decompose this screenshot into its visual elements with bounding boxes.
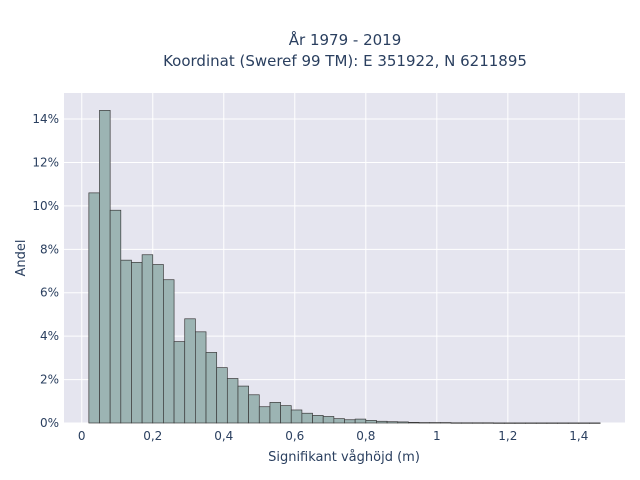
histogram-bar (248, 394, 260, 424)
histogram-bar (503, 422, 516, 424)
histogram-bar (205, 352, 218, 424)
y-tick-label: 12% (32, 155, 59, 169)
y-tick-label: 6% (40, 286, 59, 300)
histogram-bar (163, 279, 175, 424)
histogram-bar (322, 416, 335, 424)
histogram-bar (546, 422, 558, 424)
histogram-bar (408, 421, 420, 424)
y-axis-title: Andel (14, 240, 29, 277)
histogram-bar (344, 419, 356, 424)
histogram-bar (365, 420, 377, 424)
histogram-bar (397, 421, 409, 424)
x-axis-title: Signifikant våghöjd (m) (268, 450, 420, 465)
x-axis-ticks: 0 0,2 0,4 0,6 0,8 1 1,2 1,4 (78, 429, 588, 443)
histogram-bar (312, 415, 324, 424)
histogram-bar (471, 422, 484, 424)
histogram-bar (301, 412, 313, 424)
histogram-bar (589, 422, 601, 424)
x-tick-label: 0 (78, 429, 86, 443)
x-tick-label: 1 (433, 429, 441, 443)
y-axis-ticks: 0% 2% 4% 6% 8% 10% 12% 14% (32, 112, 59, 430)
chart-title: År 1979 - 2019 (289, 30, 402, 49)
y-tick-label: 8% (40, 242, 59, 256)
y-tick-label: 2% (40, 373, 59, 387)
histogram-bar (333, 418, 345, 424)
histogram-bar (88, 192, 100, 424)
histogram-bar (535, 422, 548, 424)
x-tick-label: 1,2 (498, 429, 517, 443)
histogram-bar (354, 418, 367, 424)
x-tick-label: 0,4 (214, 429, 233, 443)
histogram-bar (482, 422, 494, 424)
histogram-bar (99, 110, 111, 424)
y-tick-label: 14% (32, 112, 59, 126)
histogram-bar (450, 422, 463, 424)
histogram-bar (493, 422, 505, 424)
y-tick-label: 10% (32, 199, 59, 213)
x-tick-label: 0,8 (356, 429, 375, 443)
histogram-bar (141, 254, 154, 424)
histogram-bar (557, 422, 569, 424)
x-tick-label: 0,2 (143, 429, 162, 443)
histogram-bar (461, 422, 473, 424)
histogram-bar (216, 367, 228, 424)
histogram-bar (258, 406, 271, 424)
histogram-bar (195, 331, 207, 424)
histogram-bar (514, 422, 526, 424)
histogram-bar (269, 402, 281, 424)
histogram-bar (152, 264, 164, 424)
histogram-bar (226, 378, 239, 424)
histogram-bar (280, 405, 292, 424)
x-tick-label: 1,4 (569, 429, 588, 443)
chart-subtitle: Koordinat (Sweref 99 TM): E 351922, N 62… (163, 52, 527, 70)
histogram-bar (429, 422, 441, 424)
y-tick-label: 4% (40, 329, 59, 343)
histogram-bar (376, 420, 388, 424)
histogram-bar (109, 209, 122, 424)
y-tick-label: 0% (40, 416, 59, 430)
histogram-bar (525, 422, 537, 424)
histogram-bar (131, 261, 143, 424)
histogram-bar (578, 422, 590, 424)
histogram-bar (418, 422, 431, 424)
histogram-bar (237, 385, 249, 424)
histogram-bar (173, 341, 186, 424)
bars (88, 110, 601, 424)
histogram-bar (440, 422, 452, 424)
histogram-bar (120, 259, 132, 424)
histogram-bar (290, 409, 303, 424)
x-tick-label: 0,6 (285, 429, 304, 443)
histogram-bar (567, 422, 580, 424)
histogram-bar (386, 421, 399, 424)
histogram-bar (184, 318, 196, 424)
